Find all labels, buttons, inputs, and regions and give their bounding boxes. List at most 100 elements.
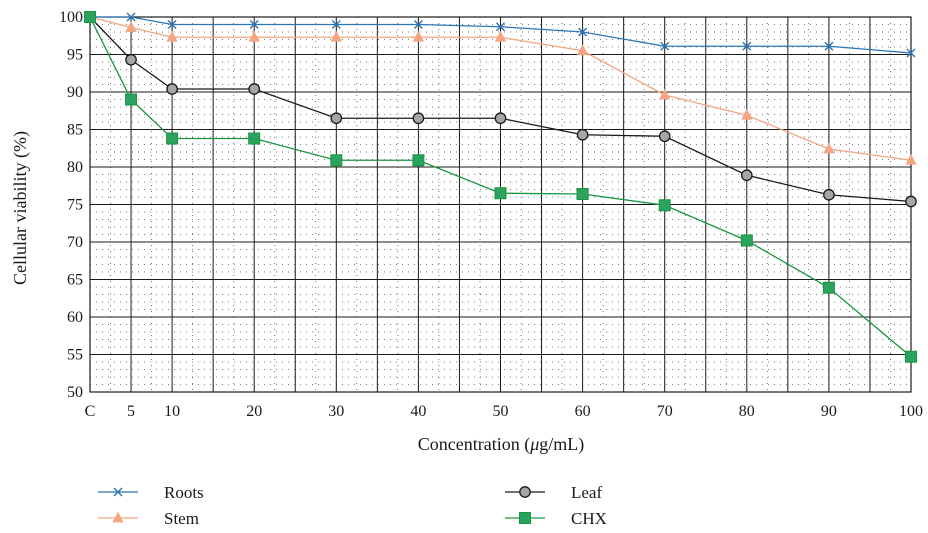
y-tick-label: 60 <box>67 309 83 326</box>
data-point-stem <box>576 44 589 56</box>
data-point-roots <box>660 41 670 51</box>
data-point-stem <box>125 21 137 32</box>
marker-shape <box>125 53 137 66</box>
series-chx <box>84 11 917 363</box>
data-point-roots <box>578 27 588 37</box>
marker-shape <box>576 44 589 56</box>
x-axis-title: Concentration (μg/mL) <box>418 434 585 455</box>
marker-shape <box>166 132 179 145</box>
marker-shape <box>330 154 343 167</box>
marker-shape <box>125 21 137 32</box>
data-point-leaf <box>658 130 671 143</box>
marker-stroke <box>331 20 341 29</box>
data-point-chx <box>658 199 671 212</box>
data-point-chx <box>576 188 589 200</box>
marker-shape <box>576 128 589 141</box>
data-point-roots <box>496 22 505 32</box>
grid <box>90 16 912 393</box>
data-point-stem <box>494 30 507 42</box>
marker-shape <box>112 511 124 523</box>
marker-shape <box>494 30 507 42</box>
data-point-roots <box>824 41 834 51</box>
series-line-leaf <box>89 16 912 203</box>
x-tick-label: 70 <box>657 403 673 420</box>
data-point-stem <box>741 108 753 120</box>
series-roots <box>85 12 916 58</box>
y-tick-label: 70 <box>67 234 83 251</box>
marker-stroke <box>578 27 588 37</box>
marker-shape <box>658 199 671 212</box>
marker-shape <box>412 112 425 125</box>
series-leaf <box>84 11 917 208</box>
data-point-chx <box>822 281 835 294</box>
data-point-stem <box>166 30 178 42</box>
data-point-roots <box>249 20 259 29</box>
x-tick-label: 50 <box>493 403 509 420</box>
marker-shape <box>412 154 425 167</box>
marker-shape <box>494 112 507 125</box>
marker-shape <box>659 88 671 100</box>
data-point-stem <box>412 30 425 42</box>
marker-shape <box>248 83 261 95</box>
data-point-chx <box>166 132 179 145</box>
marker-shape <box>740 234 753 247</box>
marker-shape <box>658 130 671 143</box>
marker-stroke <box>126 12 136 22</box>
y-tick-label: 65 <box>67 272 83 289</box>
marker-stroke <box>167 20 177 29</box>
marker-shape <box>125 93 138 106</box>
x-tick-label: 5 <box>127 403 135 420</box>
legend-label-stem: Stem <box>164 509 199 528</box>
legend-swatch-marker <box>112 511 124 523</box>
legend-swatch-marker <box>519 486 531 498</box>
data-point-leaf <box>823 188 835 201</box>
data-point-stem <box>248 30 260 42</box>
tick-labels: 50 55 60 65 70 75 80 85 90 95 100 C 5 10 20 30 40 50 60 70 8… <box>59 9 923 420</box>
series-line-stem <box>89 16 912 161</box>
data-point-leaf <box>576 128 589 141</box>
legend-item-leaf: Leaf <box>505 483 602 502</box>
data-point-leaf <box>248 83 261 95</box>
x-tick-label: 40 <box>410 403 426 420</box>
x-tick-label: 20 <box>246 403 262 420</box>
legend-label-chx: CHX <box>571 509 607 528</box>
data-point-roots <box>126 12 136 22</box>
y-tick-label: 95 <box>67 47 83 64</box>
series-stem <box>84 10 917 165</box>
data-point-roots <box>906 48 916 58</box>
data-point-leaf <box>412 112 425 125</box>
legend-swatch-marker <box>113 487 123 497</box>
data-point-chx <box>494 187 507 200</box>
marker-shape <box>576 188 589 200</box>
marker-stroke <box>742 41 752 51</box>
marker-shape <box>166 30 178 42</box>
marker-shape <box>741 108 753 120</box>
marker-stroke <box>906 48 916 58</box>
data-point-roots <box>167 20 177 29</box>
x-axis-title-mu: μ <box>529 434 539 454</box>
data-point-leaf <box>330 112 343 125</box>
data-point-stem <box>905 153 917 165</box>
legend-label-roots: Roots <box>164 483 204 502</box>
marker-shape <box>412 30 425 42</box>
marker-stroke <box>660 41 670 51</box>
y-tick-label: 55 <box>67 347 83 364</box>
legend-swatch-marker <box>519 512 531 524</box>
data-point-stem <box>330 30 342 42</box>
marker-shape <box>823 188 835 201</box>
marker-shape <box>823 142 835 154</box>
data-point-chx <box>330 154 343 167</box>
marker-shape <box>519 512 531 524</box>
marker-stroke <box>496 22 505 32</box>
data-point-chx <box>248 132 261 145</box>
series-line-chx <box>89 16 912 358</box>
marker-shape <box>84 11 96 23</box>
x-axis-title-suffix: g/mL) <box>539 434 584 455</box>
marker-shape <box>519 486 531 498</box>
legend-item-stem: Stem <box>98 509 199 528</box>
data-point-leaf <box>740 169 753 182</box>
x-tick-label: 90 <box>821 403 837 420</box>
marker-shape <box>905 153 917 165</box>
marker-shape <box>248 132 261 145</box>
